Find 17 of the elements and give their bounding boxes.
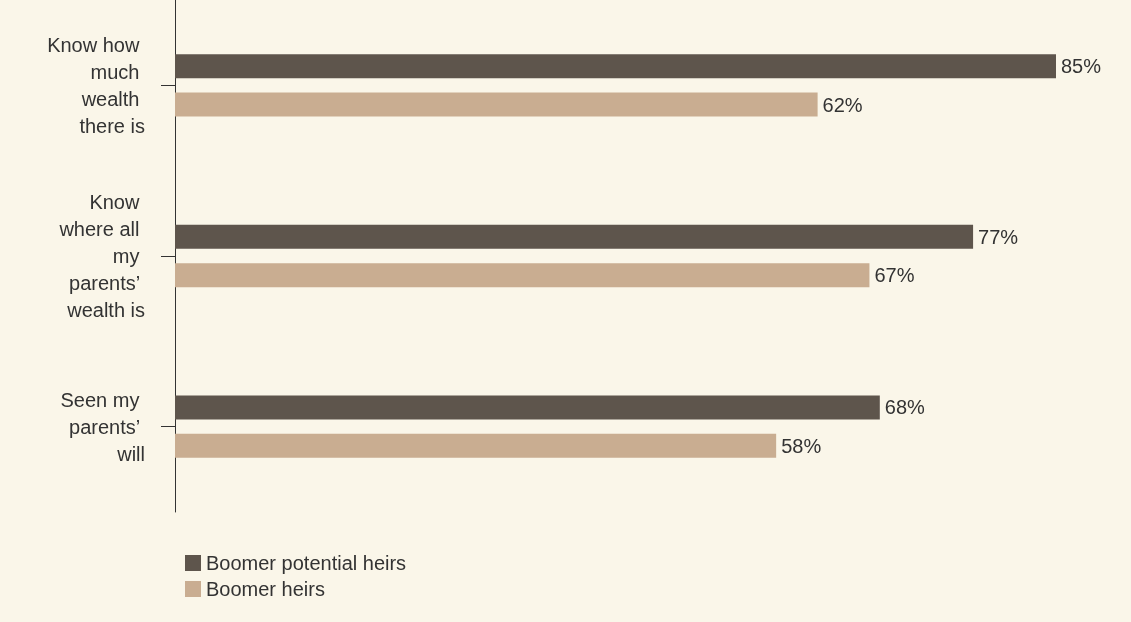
y-tick-label: Know where all my parents’ wealth is xyxy=(58,191,145,321)
data-label: 85% xyxy=(1061,55,1102,78)
bar xyxy=(175,263,870,288)
legend-label: Boomer potential heirs xyxy=(206,552,407,574)
data-label: 62% xyxy=(822,93,863,116)
y-tick-label: Seen my parents’ will xyxy=(60,388,145,465)
bar xyxy=(175,433,777,458)
legend-label: Boomer heirs xyxy=(206,578,325,600)
bar xyxy=(175,395,880,420)
data-label: 67% xyxy=(874,264,915,287)
bar xyxy=(175,92,818,117)
bar xyxy=(175,54,1056,79)
data-label: 77% xyxy=(978,225,1019,248)
bar xyxy=(175,224,974,249)
data-label: 68% xyxy=(884,396,926,419)
data-label: 58% xyxy=(781,434,822,457)
y-tick-label: Know how much wealth there is xyxy=(47,33,145,137)
